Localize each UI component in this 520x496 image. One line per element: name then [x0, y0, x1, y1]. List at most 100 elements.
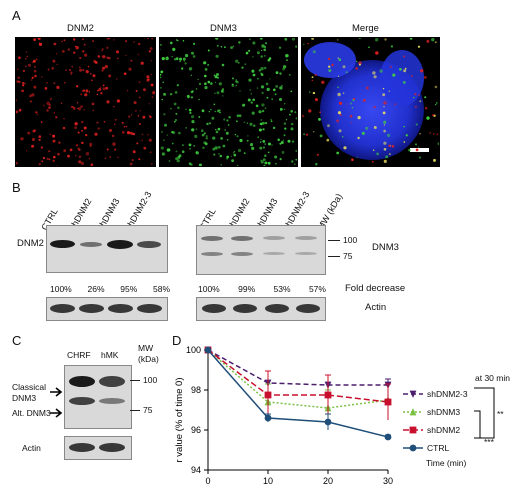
stain-dot: [124, 40, 128, 43]
stain-dot: [102, 55, 106, 59]
stain-dot: [219, 154, 222, 158]
stain-dot: [403, 141, 406, 143]
stain-dot: [52, 159, 55, 163]
stain-dot: [272, 126, 276, 130]
stain-dot: [313, 131, 315, 133]
stain-dot: [312, 91, 316, 95]
stain-dot: [238, 41, 241, 44]
stain-dot: [113, 105, 115, 108]
stain-dot: [112, 142, 116, 146]
stain-dot: [35, 58, 38, 61]
stain-dot: [92, 74, 96, 78]
stain-dot: [294, 111, 297, 114]
stain-dot: [16, 80, 19, 83]
stain-dot: [90, 163, 94, 166]
blot-band: [137, 241, 161, 248]
stain-dot: [85, 89, 89, 93]
series-ctrl: [204, 346, 392, 441]
stain-dot: [260, 138, 262, 140]
stain-dot: [89, 72, 92, 75]
stain-dot: [242, 105, 244, 107]
stain-dot: [38, 163, 41, 166]
stain-dot: [345, 71, 348, 74]
legend-swatch: [403, 444, 423, 452]
stain-dot: [87, 65, 90, 68]
stain-dot: [338, 129, 342, 133]
stain-dot: [42, 156, 46, 160]
stain-dot: [204, 82, 207, 85]
stain-dot: [108, 74, 112, 78]
stain-dot: [383, 120, 387, 124]
stain-dot: [261, 121, 265, 125]
stain-dot: [417, 45, 421, 48]
stain-dot: [214, 146, 218, 150]
stain-dot: [303, 43, 305, 45]
stain-dot: [81, 120, 84, 124]
stain-dot: [106, 46, 109, 49]
stain-dot: [130, 59, 133, 62]
stain-dot: [56, 165, 58, 166]
stain-dot: [260, 160, 264, 164]
legend-marker: [409, 390, 417, 398]
stain-dot: [309, 91, 311, 93]
stain-dot: [17, 76, 20, 79]
stain-dot: [85, 152, 90, 156]
stain-dot: [114, 118, 117, 121]
stain-dot: [308, 109, 312, 113]
percent-value: 53%: [273, 284, 291, 294]
stain-dot: [434, 103, 437, 106]
stain-dot: [46, 109, 49, 112]
stain-dot: [261, 91, 264, 95]
stain-dot: [204, 142, 208, 146]
stain-dot: [46, 101, 50, 105]
stain-dot: [75, 144, 79, 147]
stain-dot: [184, 62, 187, 65]
stain-dot: [22, 84, 25, 87]
western-blot-actin-right: [196, 297, 326, 321]
x-tick-label: 30: [383, 476, 393, 486]
stain-dot: [239, 138, 243, 143]
stain-dot: [289, 113, 291, 116]
stain-dot: [358, 38, 361, 40]
stain-dot: [207, 49, 210, 52]
panel-label-c: C: [12, 333, 22, 348]
stain-dot: [205, 135, 208, 138]
stain-dot: [349, 114, 353, 118]
stain-dot: [53, 112, 56, 114]
stain-dot: [275, 162, 277, 165]
stain-dot: [102, 84, 105, 87]
stain-dot: [311, 38, 314, 40]
stain-dot: [148, 103, 150, 105]
legend-marker: [409, 426, 417, 434]
stain-dot: [256, 87, 259, 89]
stain-dot: [135, 110, 137, 112]
blot-band: [50, 240, 75, 248]
stain-dot: [176, 84, 179, 87]
stain-dot: [436, 133, 438, 135]
stain-dot: [189, 147, 191, 150]
stain-dot: [71, 105, 74, 108]
line-chart: 94 96 98 100 0 10 20 30 r value (% of time 0): [174, 345, 393, 486]
stain-dot: [185, 108, 187, 110]
stain-dot: [52, 134, 56, 138]
stain-dot: [283, 103, 286, 105]
stain-dot: [140, 61, 144, 65]
chart-axes: 94 96 98 100 0 10 20 30: [186, 345, 393, 486]
stain-dot: [269, 78, 271, 80]
stain-dot: [101, 55, 103, 57]
stain-dot: [404, 67, 407, 70]
stain-dot: [188, 67, 193, 71]
stain-dot: [423, 76, 427, 79]
y-tick-label: 94: [191, 465, 201, 475]
stain-dot: [356, 156, 358, 158]
micrograph-merge: [301, 37, 440, 167]
stain-dot: [383, 141, 387, 145]
actin-label-b: Actin: [365, 302, 387, 313]
stain-dot: [76, 102, 79, 104]
stain-dot: [107, 38, 110, 40]
stain-dot: [204, 86, 208, 90]
stain-dot: [44, 87, 48, 90]
percent-value: 99%: [238, 284, 256, 294]
stain-dot: [191, 115, 195, 119]
stain-dot: [214, 110, 216, 113]
